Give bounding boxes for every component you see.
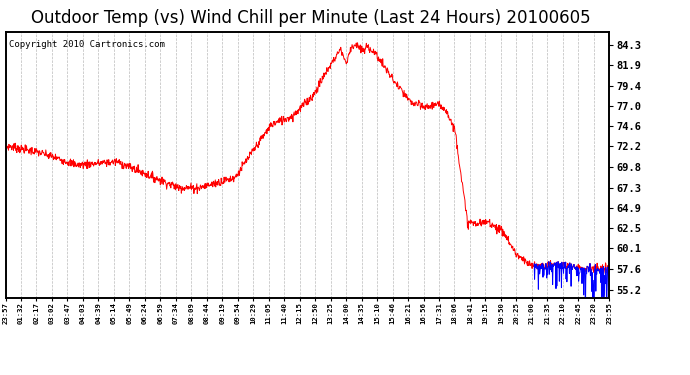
Text: Outdoor Temp (vs) Wind Chill per Minute (Last 24 Hours) 20100605: Outdoor Temp (vs) Wind Chill per Minute … [30, 9, 591, 27]
Text: Copyright 2010 Cartronics.com: Copyright 2010 Cartronics.com [8, 40, 164, 49]
